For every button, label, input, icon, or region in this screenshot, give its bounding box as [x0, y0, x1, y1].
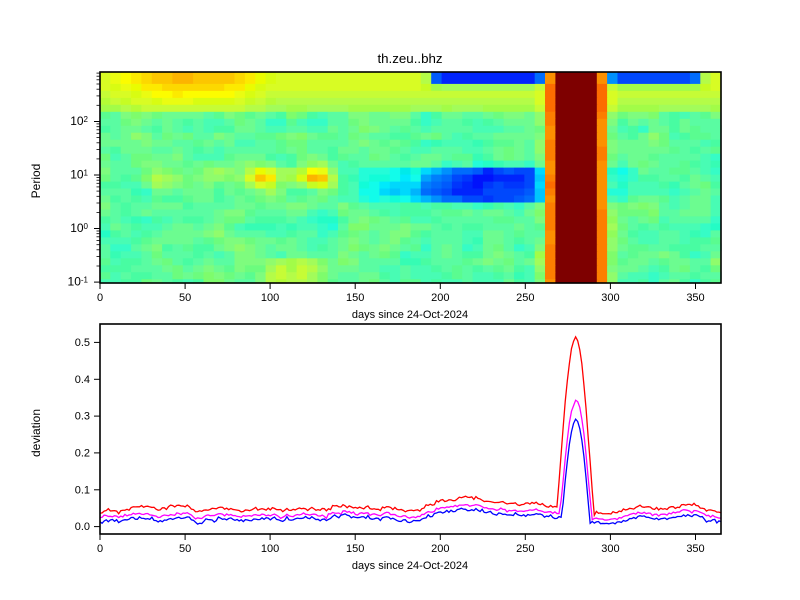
- svg-text:50: 50: [179, 543, 191, 555]
- svg-text:100: 100: [261, 543, 279, 555]
- svg-text:0: 0: [97, 543, 103, 555]
- svg-text:0.5: 0.5: [75, 337, 90, 349]
- svg-text:0.2: 0.2: [75, 447, 90, 459]
- svg-text:250: 250: [516, 292, 534, 304]
- svg-text:50: 50: [179, 292, 191, 304]
- svg-text:0: 0: [97, 292, 103, 304]
- svg-text:0.4: 0.4: [75, 374, 90, 386]
- svg-text:200: 200: [431, 292, 449, 304]
- svg-text:100: 100: [261, 292, 279, 304]
- svg-text:days since 24-Oct-2024: days since 24-Oct-2024: [352, 309, 468, 321]
- svg-text:150: 150: [346, 543, 364, 555]
- svg-text:days since 24-Oct-2024: days since 24-Oct-2024: [352, 560, 468, 572]
- svg-text:150: 150: [346, 292, 364, 304]
- svg-text:0.0: 0.0: [75, 521, 90, 533]
- svg-text:350: 350: [686, 543, 704, 555]
- svg-text:300: 300: [601, 292, 619, 304]
- svg-text:Period: Period: [29, 164, 43, 199]
- svg-text:300: 300: [601, 543, 619, 555]
- svg-text:350: 350: [686, 292, 704, 304]
- svg-text:250: 250: [516, 543, 534, 555]
- svg-text:0.1: 0.1: [75, 484, 90, 496]
- svg-text:deviation: deviation: [29, 409, 43, 457]
- svg-text:0.3: 0.3: [75, 411, 90, 423]
- svg-text:200: 200: [431, 543, 449, 555]
- svg-text:th.zeu..bhz: th.zeu..bhz: [377, 51, 442, 66]
